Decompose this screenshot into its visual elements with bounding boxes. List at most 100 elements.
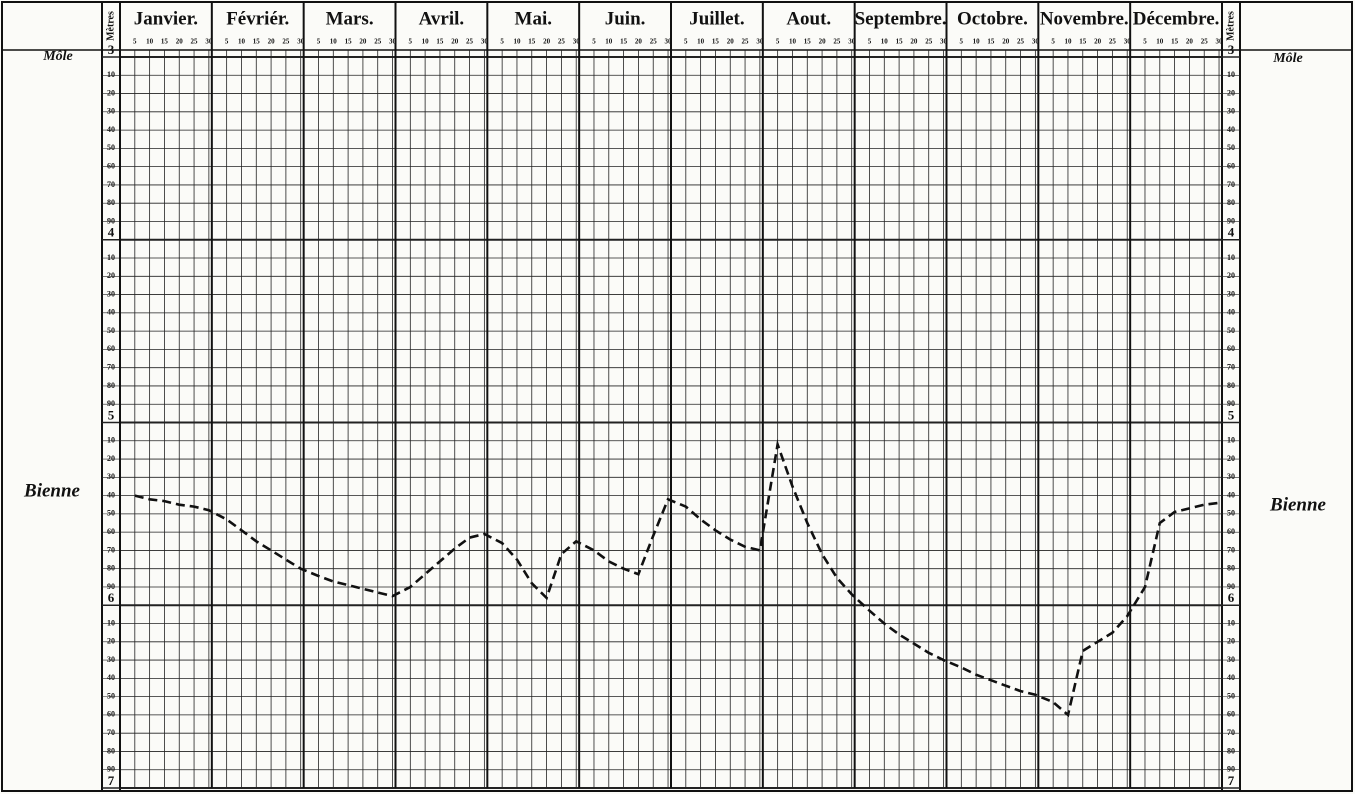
x-tick-label: 10 <box>789 38 797 46</box>
x-tick-label: 15 <box>896 38 904 46</box>
x-tick-label: 5 <box>409 38 413 46</box>
x-tick-label: 10 <box>422 38 430 46</box>
y-tick-label: 3 <box>108 42 115 57</box>
x-tick-label: 20 <box>176 38 184 46</box>
x-tick-label: 25 <box>1109 38 1117 46</box>
month-label: Septembre. <box>855 8 947 29</box>
y-tick-label: 30 <box>1227 472 1235 481</box>
month-label: Juin. <box>605 8 646 29</box>
x-tick-label: 5 <box>225 38 229 46</box>
y-tick-label: 7 <box>108 773 115 788</box>
y-tick-label: 10 <box>1227 253 1235 262</box>
x-tick-label: 15 <box>528 38 536 46</box>
series-label: Bienne <box>23 480 81 501</box>
x-tick-label: 30 <box>756 38 764 46</box>
y-tick-label: 6 <box>1228 590 1235 605</box>
y-tick-label: 40 <box>107 308 115 317</box>
x-tick-label: 10 <box>146 38 154 46</box>
x-tick-label: 15 <box>345 38 353 46</box>
y-tick-label: 50 <box>107 143 115 152</box>
x-tick-label: 10 <box>1064 38 1072 46</box>
y-tick-label: 40 <box>107 673 115 682</box>
series-line <box>134 439 1220 718</box>
x-tick-label: 25 <box>650 38 658 46</box>
y-tick-label: 30 <box>107 289 115 298</box>
y-tick-label: 20 <box>1227 637 1235 646</box>
y-tick-label: 70 <box>107 728 115 737</box>
x-tick-label: 30 <box>665 38 673 46</box>
x-tick-label: 5 <box>317 38 321 46</box>
y-tick-label: 10 <box>1227 618 1235 627</box>
y-tick-label: 60 <box>1227 161 1235 170</box>
y-tick-label: 70 <box>107 545 115 554</box>
y-tick-label: 40 <box>1227 673 1235 682</box>
y-tick-label: 10 <box>107 618 115 627</box>
y-tick-label: 90 <box>107 216 115 225</box>
x-tick-label: 20 <box>268 38 276 46</box>
y-tick-label: 80 <box>1227 746 1235 755</box>
x-tick-label: 30 <box>297 38 305 46</box>
reference-label: Môle <box>42 49 73 64</box>
x-tick-label: 25 <box>742 38 750 46</box>
month-label: Mai. <box>515 8 552 29</box>
y-tick-label: 10 <box>107 436 115 445</box>
x-tick-label: 25 <box>833 38 841 46</box>
y-tick-label: 90 <box>1227 765 1235 774</box>
x-tick-label: 15 <box>712 38 720 46</box>
x-tick-label: 5 <box>776 38 780 46</box>
x-tick-label: 10 <box>238 38 246 46</box>
x-tick-label: 20 <box>451 38 459 46</box>
y-tick-label: 20 <box>107 454 115 463</box>
x-tick-label: 20 <box>635 38 643 46</box>
y-tick-label: 70 <box>1227 363 1235 372</box>
x-tick-label: 25 <box>925 38 933 46</box>
x-tick-label: 10 <box>973 38 981 46</box>
y-tick-label: 50 <box>1227 691 1235 700</box>
y-axis-label: Mètres <box>105 11 116 41</box>
y-tick-label: 70 <box>107 180 115 189</box>
y-tick-label: 50 <box>107 326 115 335</box>
y-tick-label: 80 <box>107 746 115 755</box>
y-tick-label: 50 <box>1227 509 1235 518</box>
y-tick-label: 10 <box>1227 70 1235 79</box>
x-tick-label: 15 <box>804 38 812 46</box>
x-tick-label: 15 <box>987 38 995 46</box>
y-tick-label: 60 <box>107 710 115 719</box>
x-tick-label: 20 <box>1186 38 1194 46</box>
x-tick-label: 20 <box>910 38 918 46</box>
x-tick-label: 25 <box>282 38 290 46</box>
x-tick-label: 20 <box>1094 38 1102 46</box>
x-tick-label: 30 <box>1124 38 1132 46</box>
y-tick-label: 5 <box>1228 407 1235 422</box>
y-tick-label: 7 <box>1228 773 1235 788</box>
y-tick-label: 30 <box>107 655 115 664</box>
y-tick-label: 40 <box>1227 490 1235 499</box>
y-tick-label: 6 <box>108 590 115 605</box>
y-tick-label: 5 <box>108 407 115 422</box>
x-tick-label: 25 <box>191 38 199 46</box>
x-tick-label: 20 <box>727 38 735 46</box>
y-tick-label: 80 <box>107 564 115 573</box>
x-tick-label: 25 <box>558 38 566 46</box>
y-tick-label: 30 <box>107 472 115 481</box>
x-tick-label: 15 <box>436 38 444 46</box>
y-tick-label: 60 <box>1227 527 1235 536</box>
y-tick-label: 10 <box>1227 436 1235 445</box>
x-tick-label: 5 <box>1143 38 1147 46</box>
x-tick-label: 25 <box>1201 38 1209 46</box>
x-tick-label: 5 <box>684 38 688 46</box>
x-tick-label: 5 <box>592 38 596 46</box>
x-tick-label: 30 <box>481 38 489 46</box>
y-tick-label: 4 <box>1228 225 1235 240</box>
x-tick-label: 10 <box>605 38 613 46</box>
x-tick-label: 30 <box>940 38 948 46</box>
y-tick-label: 40 <box>107 490 115 499</box>
y-tick-label: 10 <box>107 253 115 262</box>
y-tick-label: 40 <box>1227 308 1235 317</box>
y-tick-label: 50 <box>107 509 115 518</box>
y-tick-label: 20 <box>107 88 115 97</box>
y-tick-label: 80 <box>1227 198 1235 207</box>
y-tick-label: 50 <box>107 691 115 700</box>
